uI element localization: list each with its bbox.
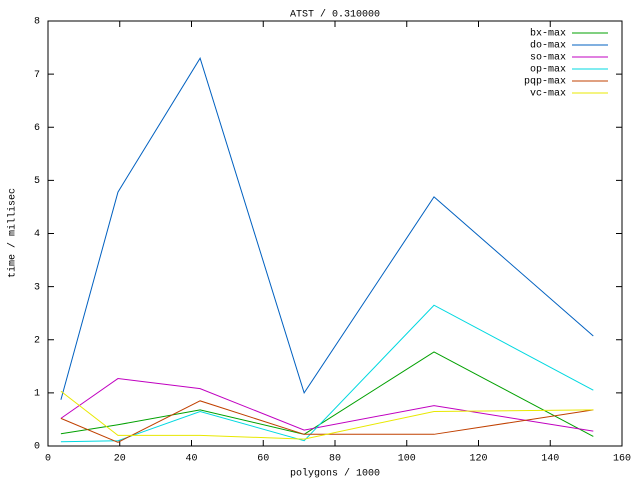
data-line xyxy=(60,378,594,432)
x-tick-label: 100 xyxy=(398,454,416,465)
x-tick-label: 40 xyxy=(185,454,197,465)
legend-label: so-max xyxy=(530,53,566,64)
legend-label: vc-max xyxy=(530,89,566,100)
data-line xyxy=(60,351,594,437)
legend-label: do-max xyxy=(530,40,566,52)
x-tick-label: 120 xyxy=(469,454,487,465)
x-tick-label: 160 xyxy=(613,454,631,465)
x-tick-label: 60 xyxy=(257,454,269,465)
legend-label: bx-max xyxy=(530,28,566,40)
data-line xyxy=(60,56,594,400)
x-tick-label: 140 xyxy=(541,454,559,465)
x-axis-label: polygons / 1000 xyxy=(290,468,380,480)
data-line xyxy=(60,390,594,440)
y-tick-label: 3 xyxy=(34,282,40,293)
chart-title: ATST / 0.310000 xyxy=(290,9,380,21)
y-tick-label: 0 xyxy=(34,442,40,453)
y-axis-label: time / millisec xyxy=(7,188,19,278)
y-tick-label: 5 xyxy=(34,176,40,187)
x-tick-label: 80 xyxy=(329,454,341,465)
y-tick-label: 8 xyxy=(34,17,40,28)
data-line xyxy=(60,304,594,443)
data-line xyxy=(60,400,594,443)
y-tick-label: 7 xyxy=(34,70,40,81)
x-tick-label: 0 xyxy=(45,454,51,465)
x-tick-label: 20 xyxy=(114,454,126,465)
legend-label: pqp-max xyxy=(524,77,566,88)
y-tick-label: 1 xyxy=(34,389,40,400)
y-tick-label: 4 xyxy=(34,229,40,240)
y-tick-label: 6 xyxy=(34,123,40,134)
legend-label: op-max xyxy=(530,65,566,76)
y-tick-label: 2 xyxy=(34,335,40,346)
